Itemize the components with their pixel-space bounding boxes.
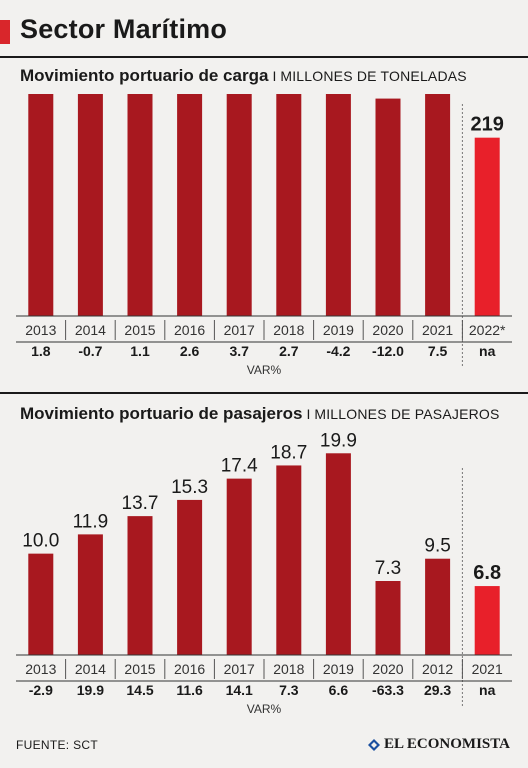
bar [127,516,153,655]
value-label: 18.7 [270,442,307,463]
x-tick-label: 2018 [273,661,304,677]
x-tick-label: 2016 [174,322,205,338]
variation-value: na [479,682,496,698]
x-tick-label: 2019 [323,322,354,338]
value-label: 10.0 [22,531,59,552]
bar [474,586,500,655]
bar [177,94,203,317]
x-tick-label: 2020 [372,661,403,677]
value-label: 219 [471,114,504,136]
bar [276,94,302,316]
value-label: 6.8 [473,562,501,584]
chart-unit-carga: MILLONES DE TONELADAS [280,68,467,84]
x-tick-label: 2020 [372,322,403,338]
value-label: 17.4 [221,456,258,477]
bar [226,478,252,655]
x-tick-label: 2022* [469,322,506,338]
chart-title-carga: Movimiento portuario de carga I MILLONES D… [20,66,467,86]
divider [0,392,528,394]
bar [325,94,351,317]
variation-value: -63.3 [372,682,404,698]
value-label: 11.9 [73,511,109,532]
bar [375,581,401,655]
source-note: FUENTE: SCT [16,738,98,752]
chart-title-pasajeros-separator: I [306,406,311,422]
chart-pasajeros: 10.0 2013 -2.9 11.9 2014 19.9 13.7 2015 14.5 15.3… [16,432,512,716]
variation-caption: VAR% [247,702,282,716]
bar [425,94,451,316]
value-label: 267 [372,94,404,97]
x-tick-label: 2021 [472,661,503,677]
variation-value: 2.6 [180,343,200,359]
chart-title-carga-text: Movimiento portuario de carga [20,66,269,85]
brand-name: EL ECONOMISTA [384,736,510,752]
variation-value: -0.7 [78,343,102,359]
variation-value: -12.0 [372,343,404,359]
bar [177,499,203,655]
x-tick-label: 2015 [124,322,155,338]
variation-value: na [479,343,496,359]
x-tick-label: 2013 [25,322,56,338]
divider [0,56,528,58]
page-title: Sector Marítimo [20,14,228,44]
variation-value: 14.1 [226,682,253,698]
variation-value: 2.7 [279,343,299,359]
variation-value: 19.9 [77,682,104,698]
value-label: 9.5 [424,536,450,557]
bar [325,453,351,655]
variation-value: -4.2 [326,343,350,359]
bar [77,534,103,655]
variation-value: 1.1 [130,343,150,359]
x-tick-label: 2015 [124,661,155,677]
x-tick-label: 2019 [323,661,354,677]
chart-title-pasajeros: Movimiento portuario de pasajeros I MILLON… [20,404,500,424]
x-tick-label: 2016 [174,661,205,677]
x-tick-label: 2014 [75,322,106,338]
chart-unit-pasajeros: MILLONES DE PASAJEROS [314,406,500,422]
bar [474,137,500,316]
value-label: 19.9 [320,432,357,451]
variation-value: 1.8 [31,343,51,359]
value-label: 15.3 [171,477,208,498]
bar [276,465,302,655]
variation-value: 6.6 [329,682,349,698]
bar [28,553,54,655]
brand-logo: EL ECONOMISTA [368,736,510,753]
x-tick-label: 2018 [273,322,304,338]
variation-value: -2.9 [29,682,53,698]
value-label: 13.7 [122,493,159,514]
variation-value: 11.6 [176,682,203,698]
variation-caption: VAR% [247,363,282,377]
variation-value: 3.7 [229,343,249,359]
bar [127,94,153,316]
x-tick-label: 2017 [224,322,255,338]
x-tick-label: 2014 [75,661,106,677]
variation-value: 14.5 [126,682,153,698]
x-tick-label: 2021 [422,322,453,338]
variation-value: 29.3 [424,682,451,698]
value-label: 7.3 [375,558,401,579]
bar [28,94,54,316]
variation-value: 7.5 [428,343,448,359]
bar [226,94,252,316]
x-tick-label: 2012 [422,661,453,677]
logo-icon [368,738,380,751]
chart-carga: 28920131.82872014-0.729020151.129720162.… [16,94,512,377]
chart-title-carga-separator: I [272,68,277,84]
title-accent-bar [0,20,10,44]
chart-title-pasajeros-text: Movimiento portuario de pasajeros [20,404,303,423]
bar [425,558,451,655]
x-tick-label: 2013 [25,661,56,677]
bar [375,98,401,316]
bar [77,94,103,316]
x-tick-label: 2017 [224,661,255,677]
variation-value: 7.3 [279,682,299,698]
